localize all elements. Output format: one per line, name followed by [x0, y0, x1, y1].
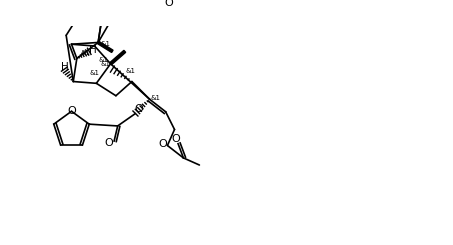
- Text: &1: &1: [125, 68, 135, 74]
- Text: H: H: [89, 45, 96, 55]
- Polygon shape: [97, 41, 113, 52]
- Text: O: O: [164, 0, 173, 8]
- Text: O: O: [67, 106, 76, 116]
- Text: &1: &1: [151, 95, 161, 100]
- Text: &1: &1: [98, 57, 108, 63]
- Text: &1: &1: [90, 70, 100, 76]
- Text: &1: &1: [100, 41, 110, 47]
- Text: O: O: [159, 139, 167, 149]
- Text: O: O: [135, 104, 143, 114]
- Text: H: H: [61, 62, 68, 72]
- Text: &1: &1: [100, 61, 110, 67]
- Text: O: O: [171, 134, 180, 144]
- Polygon shape: [110, 50, 125, 65]
- Text: &1: &1: [81, 50, 91, 56]
- Text: O: O: [105, 138, 113, 148]
